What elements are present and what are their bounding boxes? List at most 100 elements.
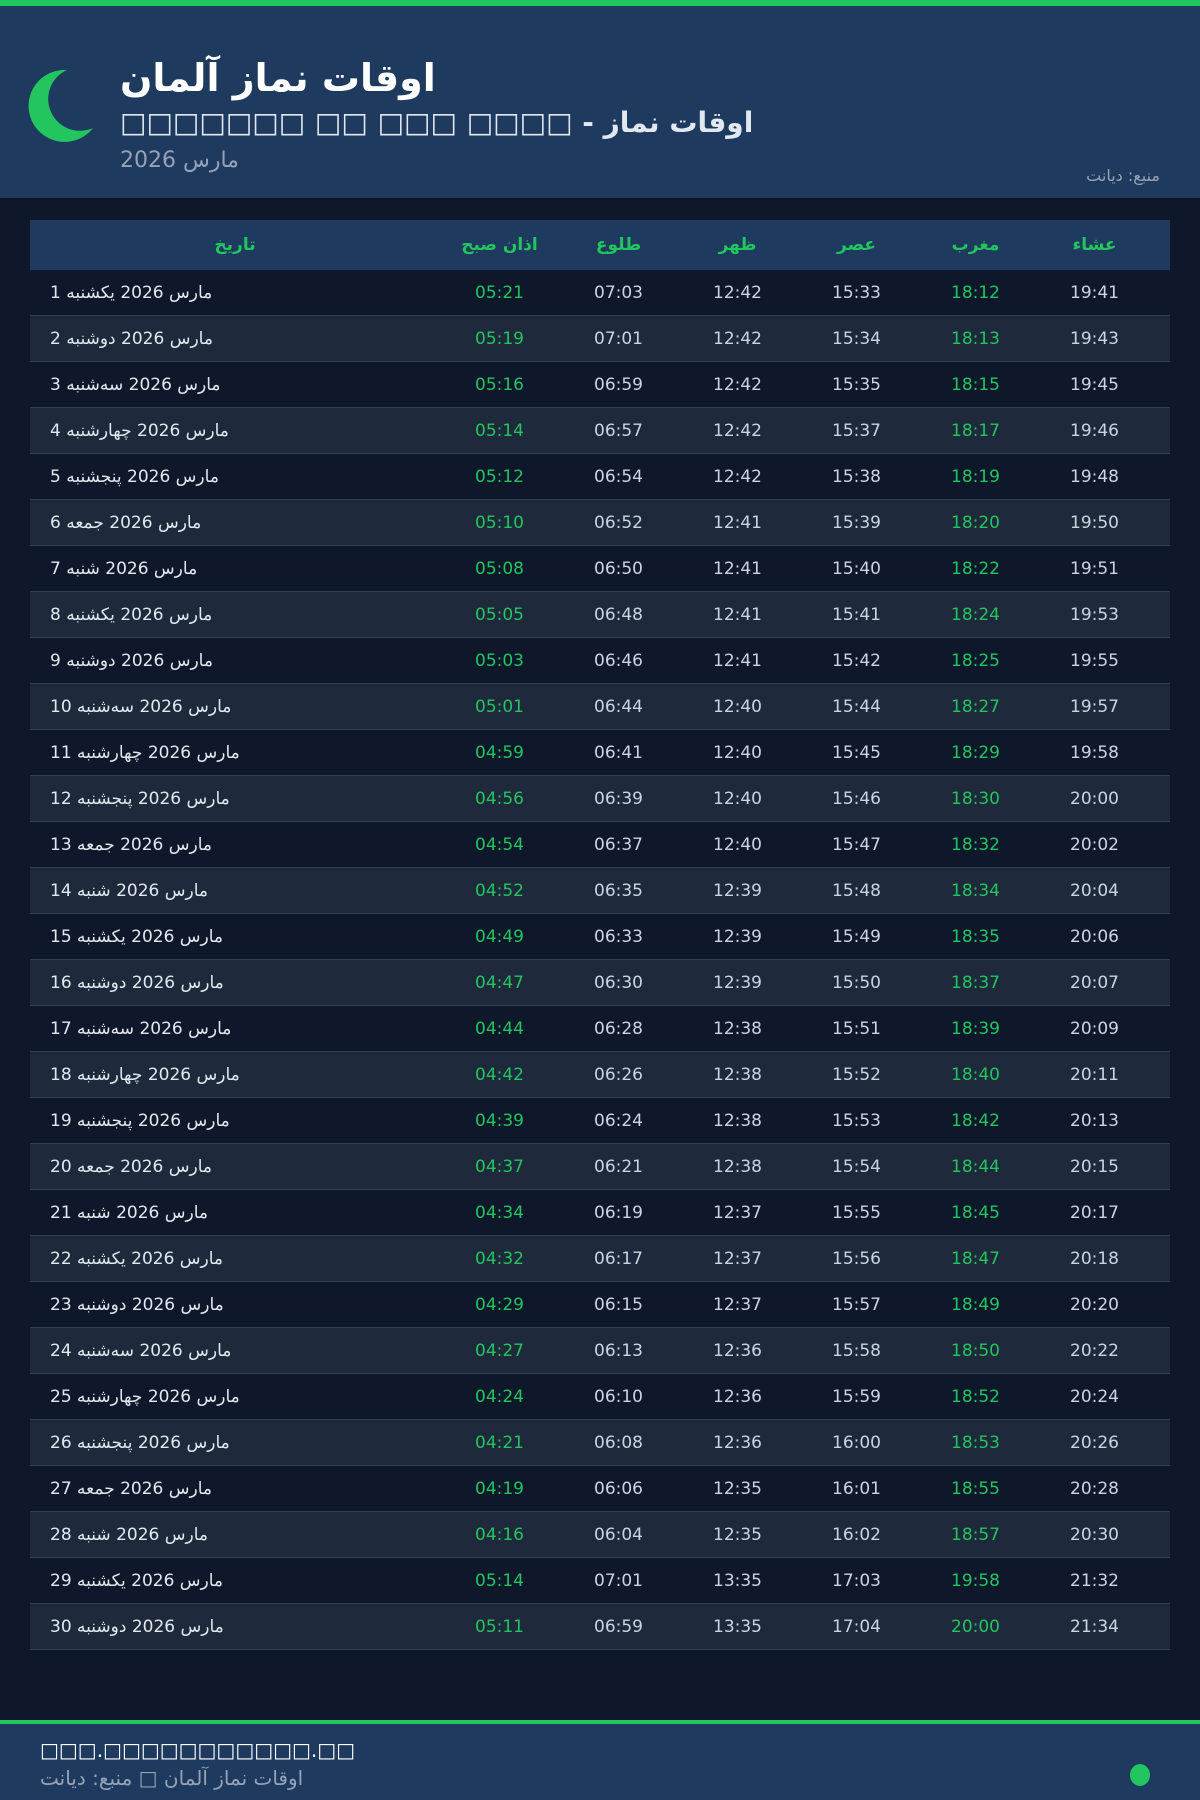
table-row: 22 مارس 2026 یکشنبه 04:32 06:17 12:37 15:56 1… [30,1236,1170,1282]
cell-maghrib: 18:40 [951,1064,1000,1085]
table-row: 2 مارس 2026 دوشنبه 05:19 07:01 12:42 15:34 18… [30,316,1170,362]
cell-isha: 21:34 [1070,1616,1119,1637]
cell-date: 9 مارس 2026 دوشنبه [50,650,213,671]
cell-dhuhr: 12:39 [713,926,762,947]
cell-fajr: 05:01 [475,696,524,717]
cell-date: 17 مارس 2026 سه‌شنبه [50,1018,232,1039]
cell-sunrise: 06:17 [594,1248,643,1269]
cell-date: 10 مارس 2026 سه‌شنبه [50,696,232,717]
cell-dhuhr: 12:38 [713,1156,762,1177]
table-row: 18 مارس 2026 چهارشنبه 04:42 06:26 12:38 15:5… [30,1052,1170,1098]
table-row: 14 مارس 2026 شنبه 04:52 06:35 12:39 15:48 18:… [30,868,1170,914]
table-row: 25 مارس 2026 چهارشنبه 04:24 06:10 12:36 15:5… [30,1374,1170,1420]
cell-isha: 20:28 [1070,1478,1119,1499]
cell-maghrib: 18:20 [951,512,1000,533]
cell-asr: 15:44 [832,696,881,717]
cell-maghrib: 18:19 [951,466,1000,487]
footer-text: اوقات نماز آلمان □ منبع: دیانت [40,1766,304,1790]
cell-dhuhr: 12:36 [713,1340,762,1361]
table-row: 29 مارس 2026 یکشنبه 05:14 07:01 13:35 17:03 1… [30,1558,1170,1604]
cell-isha: 19:43 [1070,328,1119,349]
cell-fajr: 04:47 [475,972,524,993]
cell-maghrib: 18:22 [951,558,1000,579]
cell-asr: 15:34 [832,328,881,349]
cell-isha: 19:41 [1070,282,1119,303]
cell-date: 4 مارس 2026 چهارشنبه [50,420,229,441]
prayer-times-table: تاریخ اذان صبح طلوع ظهر عصر مغرب عشاء 1 … [30,220,1170,1650]
cell-dhuhr: 12:35 [713,1524,762,1545]
cell-date: 14 مارس 2026 شنبه [50,880,208,901]
cell-date: 3 مارس 2026 سه‌شنبه [50,374,221,395]
cell-date: 11 مارس 2026 چهارشنبه [50,742,240,763]
cell-sunrise: 07:03 [594,282,643,303]
table-header: تاریخ اذان صبح طلوع ظهر عصر مغرب عشاء [30,220,1170,270]
cell-fajr: 04:19 [475,1478,524,1499]
cell-date: 26 مارس 2026 پنجشنبه [50,1432,230,1453]
cell-date: 21 مارس 2026 شنبه [50,1202,208,1223]
cell-fajr: 04:37 [475,1156,524,1177]
cell-isha: 19:48 [1070,466,1119,487]
cell-maghrib: 18:29 [951,742,1000,763]
cell-date: 22 مارس 2026 یکشنبه [50,1248,224,1269]
cell-dhuhr: 13:35 [713,1570,762,1591]
cell-maghrib: 18:45 [951,1202,1000,1223]
cell-maghrib: 18:12 [951,282,1000,303]
cell-fajr: 05:14 [475,420,524,441]
cell-maghrib: 18:42 [951,1110,1000,1131]
cell-date: 8 مارس 2026 یکشنبه [50,604,213,625]
table-row: 24 مارس 2026 سه‌شنبه 04:27 06:13 12:36 15:58… [30,1328,1170,1374]
cell-sunrise: 06:21 [594,1156,643,1177]
table-row: 28 مارس 2026 شنبه 04:16 06:04 12:35 16:02 18:… [30,1512,1170,1558]
cell-dhuhr: 12:36 [713,1432,762,1453]
footer-url[interactable]: □□□.□□□□□□□□□□□.□□ [40,1738,356,1762]
cell-sunrise: 06:24 [594,1110,643,1131]
cell-isha: 20:04 [1070,880,1119,901]
cell-dhuhr: 12:37 [713,1202,762,1223]
cell-asr: 15:59 [832,1386,881,1407]
cell-fajr: 05:21 [475,282,524,303]
cell-isha: 20:15 [1070,1156,1119,1177]
cell-date: 5 مارس 2026 پنجشنبه [50,466,219,487]
cell-sunrise: 06:57 [594,420,643,441]
cell-maghrib: 18:13 [951,328,1000,349]
cell-fajr: 05:16 [475,374,524,395]
table-row: 10 مارس 2026 سه‌شنبه 05:01 06:44 12:40 15:44… [30,684,1170,730]
cell-maghrib: 18:47 [951,1248,1000,1269]
cell-sunrise: 06:46 [594,650,643,671]
table-row: 6 مارس 2026 جمعه 05:10 06:52 12:41 15:39 18:2… [30,500,1170,546]
cell-dhuhr: 12:37 [713,1294,762,1315]
cell-sunrise: 06:19 [594,1202,643,1223]
cell-asr: 15:35 [832,374,881,395]
cell-dhuhr: 12:42 [713,328,762,349]
cell-fajr: 05:12 [475,466,524,487]
cell-sunrise: 06:06 [594,1478,643,1499]
cell-asr: 15:53 [832,1110,881,1131]
cell-isha: 20:09 [1070,1018,1119,1039]
cell-fajr: 04:59 [475,742,524,763]
cell-fajr: 05:05 [475,604,524,625]
cell-asr: 16:01 [832,1478,881,1499]
col-sunrise: طلوع [595,235,642,255]
cell-date: 30 مارس 2026 دوشنبه [50,1616,224,1637]
cell-date: 13 مارس 2026 جمعه [50,834,213,855]
cell-dhuhr: 12:38 [713,1110,762,1131]
cell-isha: 19:51 [1070,558,1119,579]
cell-isha: 20:11 [1070,1064,1119,1085]
cell-asr: 15:49 [832,926,881,947]
cell-isha: 20:26 [1070,1432,1119,1453]
col-maghrib: مغرب [951,235,1000,255]
cell-fajr: 04:39 [475,1110,524,1131]
cell-isha: 19:55 [1070,650,1119,671]
cell-asr: 15:50 [832,972,881,993]
cell-asr: 16:02 [832,1524,881,1545]
cell-maghrib: 18:27 [951,696,1000,717]
cell-sunrise: 06:52 [594,512,643,533]
cell-asr: 15:39 [832,512,881,533]
cell-sunrise: 06:59 [594,1616,643,1637]
table-row: 26 مارس 2026 پنجشنبه 04:21 06:08 12:36 16:00… [30,1420,1170,1466]
cell-dhuhr: 12:38 [713,1018,762,1039]
cell-fajr: 04:42 [475,1064,524,1085]
cell-dhuhr: 12:40 [713,834,762,855]
cell-date: 6 مارس 2026 جمعه [50,512,202,533]
cell-isha: 21:32 [1070,1570,1119,1591]
